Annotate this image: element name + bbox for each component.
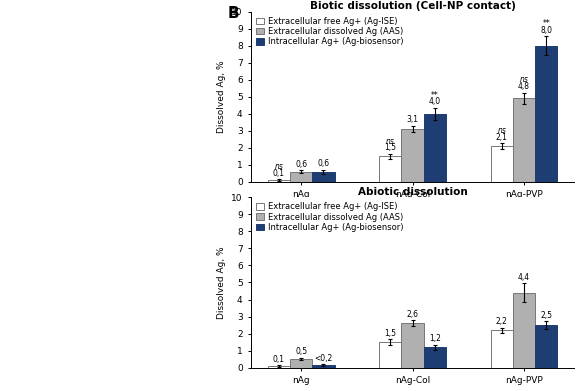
Bar xyxy=(268,366,290,368)
Text: 1,5: 1,5 xyxy=(384,329,396,338)
Title: Biotic dissolution (Cell-NP contact): Biotic dissolution (Cell-NP contact) xyxy=(310,1,515,11)
Text: 3,1: 3,1 xyxy=(407,115,418,124)
Text: ns: ns xyxy=(497,126,506,135)
Bar xyxy=(312,172,335,182)
Text: 2,5: 2,5 xyxy=(540,311,552,320)
Text: 4,8: 4,8 xyxy=(518,82,530,91)
Text: ns: ns xyxy=(275,162,283,171)
Text: 0,6: 0,6 xyxy=(295,160,307,169)
Bar xyxy=(290,359,312,368)
Bar xyxy=(268,180,290,182)
Text: ns: ns xyxy=(386,136,395,145)
Bar xyxy=(290,172,312,182)
Text: 2,2: 2,2 xyxy=(496,317,508,326)
Title: Abiotic dissolution: Abiotic dissolution xyxy=(358,187,467,197)
Bar xyxy=(490,146,513,182)
Bar xyxy=(424,114,446,182)
Legend: Extracellular free Ag+ (Ag-ISE), Extracellular dissolved Ag (AAS), Intracellular: Extracellular free Ag+ (Ag-ISE), Extrace… xyxy=(255,16,404,47)
Text: 0,1: 0,1 xyxy=(273,169,285,178)
Y-axis label: Dissolved Ag, %: Dissolved Ag, % xyxy=(216,246,226,319)
Bar xyxy=(424,347,446,368)
Text: ns: ns xyxy=(519,75,529,84)
Bar xyxy=(402,129,424,182)
Bar xyxy=(312,365,335,368)
Text: 0,6: 0,6 xyxy=(317,159,329,168)
Text: 1,2: 1,2 xyxy=(429,334,441,343)
Text: 2,6: 2,6 xyxy=(407,310,418,319)
Text: **: ** xyxy=(542,19,550,28)
Bar xyxy=(535,46,557,182)
Text: 4,0: 4,0 xyxy=(429,97,441,106)
Bar xyxy=(535,325,557,368)
Text: <0,2: <0,2 xyxy=(314,354,332,363)
Text: 0,1: 0,1 xyxy=(273,355,285,364)
Text: 2,1: 2,1 xyxy=(496,133,508,142)
Bar xyxy=(490,330,513,368)
Y-axis label: Dissolved Ag, %: Dissolved Ag, % xyxy=(216,61,226,133)
Bar xyxy=(513,293,535,368)
Text: B: B xyxy=(228,6,239,21)
Bar xyxy=(513,99,535,182)
Text: 8,0: 8,0 xyxy=(540,26,552,35)
Bar xyxy=(379,156,402,182)
Bar xyxy=(402,323,424,368)
Legend: Extracellular free Ag+ (Ag-ISE), Extracellular dissolved Ag (AAS), Intracellular: Extracellular free Ag+ (Ag-ISE), Extrace… xyxy=(255,202,404,233)
Text: **: ** xyxy=(431,91,439,100)
Bar xyxy=(379,342,402,368)
Text: 4,4: 4,4 xyxy=(518,273,530,282)
Text: 0,5: 0,5 xyxy=(295,347,307,356)
Text: 1,5: 1,5 xyxy=(384,143,396,152)
